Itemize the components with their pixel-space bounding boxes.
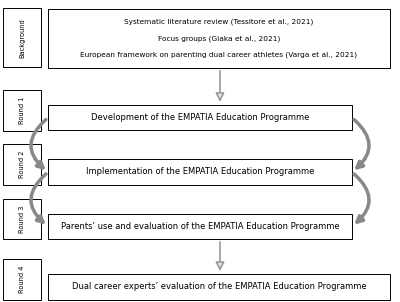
Text: Background: Background: [19, 18, 25, 58]
Text: Round 3: Round 3: [19, 205, 25, 233]
Text: Round 2: Round 2: [19, 151, 25, 178]
FancyBboxPatch shape: [3, 8, 41, 67]
FancyBboxPatch shape: [48, 9, 390, 68]
Text: European framework on parenting dual career athletes (Varga et al., 2021): European framework on parenting dual car…: [80, 52, 358, 58]
FancyBboxPatch shape: [48, 105, 352, 130]
Text: Development of the EMPATIA Education Programme: Development of the EMPATIA Education Pro…: [91, 113, 309, 122]
Text: Round 1: Round 1: [19, 97, 25, 124]
FancyBboxPatch shape: [48, 159, 352, 185]
Text: Dual career experts’ evaluation of the EMPATIA Education Programme: Dual career experts’ evaluation of the E…: [72, 282, 366, 291]
FancyBboxPatch shape: [48, 214, 352, 239]
FancyBboxPatch shape: [3, 90, 41, 130]
Text: Focus groups (Giaka et al., 2021): Focus groups (Giaka et al., 2021): [158, 35, 280, 42]
Text: Systematic literature review (Tessitore et al., 2021): Systematic literature review (Tessitore …: [124, 19, 314, 25]
FancyBboxPatch shape: [3, 144, 41, 185]
FancyBboxPatch shape: [48, 274, 390, 300]
Text: Round 4: Round 4: [19, 265, 25, 293]
Text: Parents’ use and evaluation of the EMPATIA Education Programme: Parents’ use and evaluation of the EMPAT…: [61, 222, 339, 231]
FancyBboxPatch shape: [3, 259, 41, 300]
Text: Implementation of the EMPATIA Education Programme: Implementation of the EMPATIA Education …: [86, 168, 314, 176]
FancyBboxPatch shape: [3, 199, 41, 239]
